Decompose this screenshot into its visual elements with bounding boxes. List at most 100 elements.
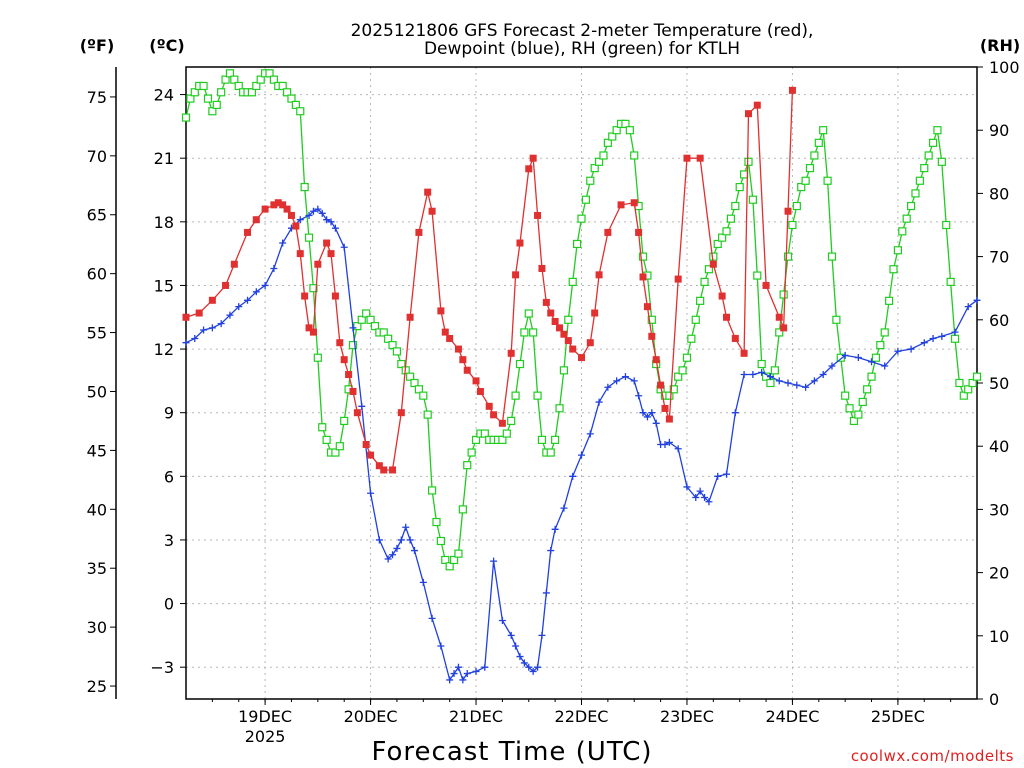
rh-series-point bbox=[819, 126, 828, 135]
dewpoint-series-point bbox=[459, 676, 467, 684]
dewpoint-series-point bbox=[375, 536, 383, 544]
rh-series-point bbox=[849, 416, 859, 426]
temperature-series-point bbox=[569, 345, 577, 353]
dewpoint-series-point bbox=[191, 334, 199, 342]
rh-series-point bbox=[379, 328, 388, 337]
rh-series-point bbox=[397, 359, 406, 369]
temperature-series-point bbox=[208, 296, 216, 304]
dewpoint-series-point bbox=[498, 617, 506, 625]
tick-label-c: −3 bbox=[150, 658, 174, 677]
dewpoint-series-point bbox=[481, 663, 489, 671]
rh-series-point bbox=[445, 562, 454, 571]
tick-label-f: 60 bbox=[87, 265, 107, 284]
rh-series-point bbox=[551, 435, 560, 444]
tick-label-f: 70 bbox=[87, 147, 107, 166]
rh-series-point bbox=[841, 391, 850, 400]
rh-series-point bbox=[867, 372, 876, 381]
rh-series-point bbox=[827, 252, 837, 261]
tick-label-c: 0 bbox=[164, 595, 174, 614]
rh-series-point bbox=[691, 315, 700, 324]
rh-series-point bbox=[498, 435, 507, 444]
rh-series-point bbox=[696, 296, 705, 305]
dewpoint-series-point bbox=[784, 379, 792, 387]
rh-series-point bbox=[669, 385, 678, 394]
temperature-series-point bbox=[296, 250, 304, 258]
dewpoint-series-point bbox=[384, 555, 392, 563]
tick-label-rh: 0 bbox=[989, 690, 999, 709]
dewpoint-series-point bbox=[938, 332, 946, 340]
rh-series-point bbox=[704, 265, 714, 274]
rh-series-point bbox=[871, 353, 881, 362]
temperature-series-point bbox=[327, 250, 335, 258]
temperature-series-point bbox=[389, 466, 397, 474]
dewpoint-series-point bbox=[208, 324, 216, 332]
temperature-series-point bbox=[367, 451, 375, 459]
rh-series-point bbox=[739, 170, 749, 179]
dewpoint-series-point bbox=[665, 438, 673, 446]
rh-series-point bbox=[529, 328, 538, 337]
temperature-series-point bbox=[437, 307, 445, 315]
dewpoint-series-point bbox=[525, 663, 533, 671]
temperature-series-point bbox=[648, 332, 656, 340]
rh-series-point bbox=[467, 448, 476, 457]
rh-series-point bbox=[788, 220, 797, 230]
temperature-series-point bbox=[428, 207, 436, 215]
rh-series-point bbox=[647, 315, 656, 324]
dewpoint-series-point bbox=[951, 328, 959, 336]
dewpoint-series-point bbox=[578, 451, 585, 459]
dewpoint-series-point bbox=[454, 663, 462, 671]
temperature-series-point bbox=[643, 303, 651, 311]
dewpoint-series-point bbox=[894, 347, 902, 355]
dewpoint-series-point bbox=[419, 578, 427, 586]
dewpoint-series-point bbox=[358, 402, 366, 410]
rh-series-point bbox=[577, 214, 586, 223]
dewpoint-series-point bbox=[244, 296, 252, 304]
credit-link[interactable]: coolwx.com/modelts bbox=[851, 747, 1014, 765]
temperature-series-point bbox=[446, 334, 454, 342]
tick-label-rh: 70 bbox=[989, 248, 1009, 267]
dewpoint-series-point bbox=[490, 557, 498, 565]
rh-series-point bbox=[511, 391, 520, 400]
plot-frame bbox=[185, 66, 978, 700]
dewpoint-series-point bbox=[881, 362, 889, 370]
rh-series-point bbox=[792, 201, 801, 211]
rh-series-point bbox=[770, 366, 779, 375]
rh-series-point bbox=[700, 277, 709, 286]
rh-series-point bbox=[612, 126, 621, 135]
temperature-series-point bbox=[775, 313, 783, 321]
rh-series-point bbox=[353, 322, 362, 331]
dewpoint-series-point bbox=[920, 339, 928, 347]
rh-series-point bbox=[775, 328, 784, 337]
dewpoint-series-point bbox=[406, 536, 414, 544]
dewpoint-series-point bbox=[810, 377, 818, 385]
rh-series-point bbox=[964, 385, 973, 394]
temperature-series-point bbox=[564, 337, 572, 345]
rh-series-point bbox=[559, 366, 569, 375]
temperature-series-point bbox=[476, 387, 484, 395]
temperature-series-point bbox=[560, 330, 568, 338]
dewpoint-series-point bbox=[305, 211, 313, 219]
rh-series-point bbox=[832, 315, 841, 324]
dewpoint-series-point bbox=[595, 398, 603, 406]
rh-series-point bbox=[221, 75, 230, 84]
tick-label-rh: 100 bbox=[989, 58, 1020, 77]
rh-series-point bbox=[234, 81, 243, 91]
temperature-series-point bbox=[441, 328, 449, 336]
temperature-series-point bbox=[309, 328, 317, 336]
temperature-series-point bbox=[604, 228, 612, 236]
temperature-series-point bbox=[652, 356, 660, 364]
rh-series-point bbox=[889, 265, 898, 274]
rh-series-point bbox=[454, 549, 463, 558]
temperature-series-point bbox=[397, 409, 405, 417]
rh-series-point bbox=[915, 176, 924, 185]
rh-series-point bbox=[942, 220, 951, 230]
rh-series-point bbox=[581, 195, 590, 204]
dewpoint-series-point bbox=[639, 409, 647, 417]
rh-series-point bbox=[348, 340, 358, 350]
dewpoint-series-point bbox=[828, 362, 836, 370]
dewpoint-series-point bbox=[758, 368, 766, 376]
dewpoint-series-point bbox=[635, 392, 643, 400]
tick-label-rh: 20 bbox=[989, 564, 1009, 583]
chart-title-line2: Dewpoint (blue), RH (green) for KTLH bbox=[424, 39, 740, 59]
rh-series-point bbox=[709, 252, 718, 261]
